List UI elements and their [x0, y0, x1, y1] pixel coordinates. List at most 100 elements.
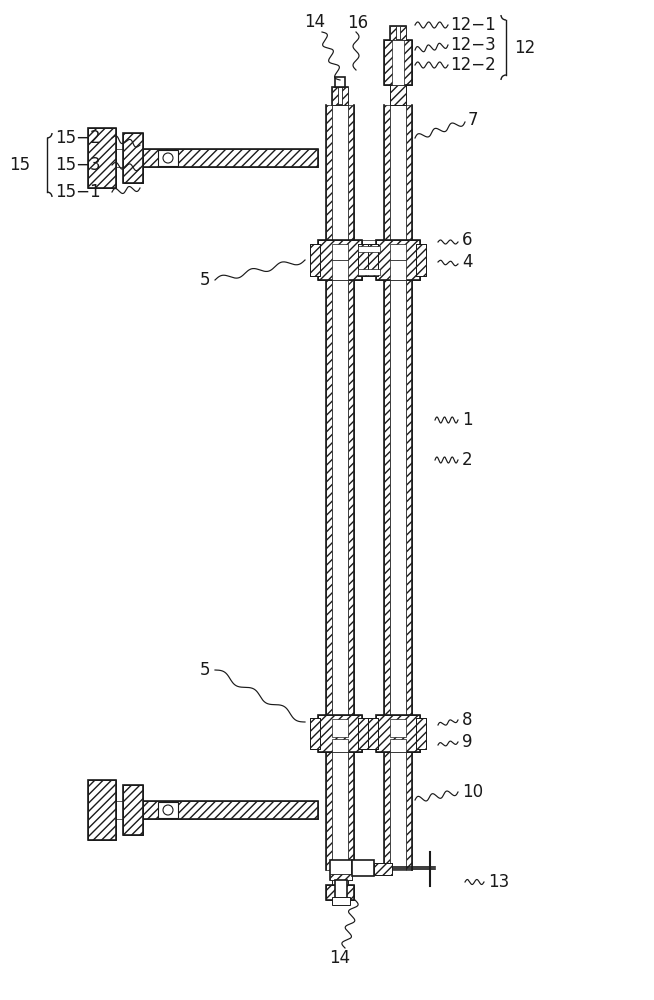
Bar	[358, 718, 368, 749]
Bar	[335, 880, 347, 900]
Bar	[332, 870, 348, 885]
Bar	[416, 718, 426, 749]
Bar	[390, 26, 396, 40]
Text: 4: 4	[462, 253, 472, 271]
Bar	[342, 87, 348, 105]
Text: 7: 7	[468, 111, 479, 129]
Bar	[390, 260, 406, 280]
Text: 15−2: 15−2	[55, 129, 101, 147]
Bar	[88, 128, 116, 188]
Bar	[384, 40, 412, 85]
Bar	[310, 718, 320, 749]
Bar	[116, 801, 123, 819]
Bar	[390, 270, 406, 720]
Text: 2: 2	[462, 451, 473, 469]
Bar	[352, 860, 374, 876]
Bar	[123, 785, 143, 835]
Bar	[326, 270, 332, 720]
Bar	[348, 270, 354, 720]
Bar	[348, 105, 354, 240]
Bar	[88, 128, 116, 188]
Text: 10: 10	[462, 783, 483, 801]
Bar	[406, 105, 412, 240]
Bar	[384, 752, 390, 870]
Bar	[310, 244, 320, 276]
Bar	[330, 874, 352, 880]
Bar	[143, 801, 318, 819]
Bar	[400, 26, 406, 40]
Bar	[374, 863, 392, 875]
Bar	[390, 752, 406, 870]
Text: 12−3: 12−3	[450, 36, 496, 54]
Bar	[143, 149, 318, 167]
Bar	[143, 149, 318, 167]
Bar	[392, 40, 404, 85]
Bar	[332, 244, 348, 260]
Bar	[390, 739, 406, 752]
Text: 6: 6	[462, 231, 472, 249]
Bar	[358, 246, 380, 252]
Bar	[88, 780, 116, 840]
Bar	[358, 718, 368, 749]
Bar	[116, 149, 123, 167]
Bar	[374, 863, 392, 875]
Bar	[368, 718, 378, 749]
Bar	[332, 752, 348, 870]
Text: 14: 14	[305, 13, 326, 31]
Bar	[143, 801, 318, 819]
Bar	[406, 752, 412, 870]
Text: 1: 1	[462, 411, 473, 429]
Bar	[376, 240, 420, 280]
Bar	[318, 240, 362, 280]
Bar	[335, 77, 345, 87]
Bar	[123, 133, 143, 183]
Bar	[376, 715, 420, 752]
Bar	[416, 244, 426, 276]
Bar	[330, 860, 352, 880]
Bar	[332, 719, 348, 737]
Bar	[358, 244, 368, 276]
Text: 12−1: 12−1	[450, 16, 496, 34]
Bar	[326, 885, 354, 900]
Text: 8: 8	[462, 711, 472, 729]
Text: 14: 14	[330, 949, 351, 967]
Bar	[376, 240, 420, 280]
Bar	[318, 715, 362, 752]
Bar	[368, 718, 378, 749]
Bar	[123, 133, 143, 183]
Bar	[406, 270, 412, 720]
Text: 13: 13	[488, 873, 509, 891]
Bar	[326, 885, 354, 900]
Bar	[326, 105, 332, 240]
Bar	[318, 715, 362, 752]
Bar	[332, 260, 348, 280]
Bar	[376, 715, 420, 752]
Bar	[158, 802, 178, 818]
Bar	[390, 105, 406, 240]
Bar	[390, 719, 406, 737]
Bar	[326, 752, 332, 870]
Bar	[332, 87, 338, 105]
Bar	[332, 105, 348, 240]
Bar	[123, 785, 143, 835]
Bar	[332, 87, 348, 105]
Text: 15: 15	[9, 156, 31, 174]
Bar	[390, 26, 406, 40]
Text: 9: 9	[462, 733, 472, 751]
Text: 15−1: 15−1	[55, 183, 101, 201]
Bar	[318, 240, 362, 280]
Text: 16: 16	[347, 14, 369, 32]
Bar	[416, 244, 426, 276]
Bar	[358, 244, 368, 276]
Bar	[384, 270, 390, 720]
Bar	[348, 752, 354, 870]
Bar	[358, 269, 380, 275]
Bar	[368, 244, 378, 276]
Bar	[384, 40, 412, 85]
Bar	[158, 150, 178, 166]
Text: 5: 5	[199, 661, 210, 679]
Bar	[332, 270, 348, 720]
Bar	[390, 85, 406, 105]
Text: 12−2: 12−2	[450, 56, 496, 74]
Text: 5: 5	[199, 271, 210, 289]
